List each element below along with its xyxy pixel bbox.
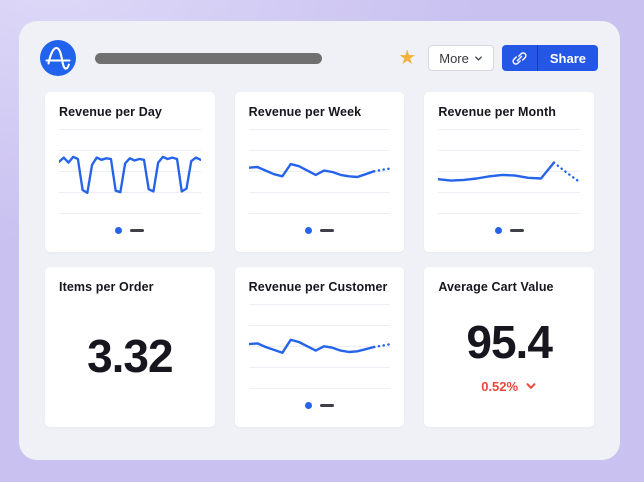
chart-legend bbox=[59, 227, 201, 234]
line-chart bbox=[59, 155, 201, 195]
card-revenue-per-week[interactable]: Revenue per Week bbox=[234, 92, 405, 252]
legend-dash-icon bbox=[130, 229, 145, 232]
card-title: Revenue per Month bbox=[438, 105, 557, 119]
card-revenue-per-day[interactable]: Revenue per Day bbox=[45, 92, 215, 252]
legend-dash-icon bbox=[319, 229, 334, 232]
line-chart-area bbox=[59, 129, 201, 215]
line-chart-area bbox=[438, 129, 580, 215]
line-chart bbox=[438, 161, 580, 184]
chevron-down-icon bbox=[474, 55, 482, 61]
card-revenue-per-month[interactable]: Revenue per Month bbox=[424, 92, 594, 252]
share-button-label: Share bbox=[549, 50, 586, 66]
card-title: Average Cart Value bbox=[438, 280, 554, 294]
card-title: Items per Order bbox=[59, 280, 154, 294]
more-button[interactable]: More bbox=[428, 45, 494, 71]
metric-change-value: 0.52% bbox=[481, 378, 519, 394]
metric-value: 3.32 bbox=[87, 330, 174, 382]
metric-body: 3.32 bbox=[59, 294, 201, 418]
header-actions: ★ More Share bbox=[398, 45, 598, 71]
amplitude-logo[interactable] bbox=[40, 40, 76, 76]
more-button-label: More bbox=[439, 50, 469, 66]
line-chart bbox=[248, 162, 391, 179]
card-items-per-order[interactable]: Items per Order 3.32 bbox=[45, 267, 215, 427]
amplitude-logo-icon bbox=[40, 40, 76, 76]
metric-value: 95.4 bbox=[466, 315, 553, 368]
title-placeholder-bar bbox=[95, 52, 322, 64]
metric-change-dropdown[interactable]: 0.52% bbox=[481, 379, 537, 394]
favorite-star-icon[interactable]: ★ bbox=[398, 47, 417, 69]
metric-body: 95.4 0.52% bbox=[438, 294, 580, 418]
line-chart-area bbox=[248, 304, 391, 390]
copy-link-section[interactable] bbox=[502, 45, 538, 71]
legend-dash-icon bbox=[319, 404, 334, 407]
card-title: Revenue per Week bbox=[248, 105, 362, 119]
chart-legend bbox=[249, 227, 391, 234]
legend-dot-icon bbox=[304, 227, 312, 234]
card-title: Revenue per Day bbox=[59, 105, 162, 119]
dashboard-panel: ★ More Share Revenue per Day bbox=[19, 21, 620, 460]
line-chart-area bbox=[248, 129, 391, 215]
card-average-cart-value[interactable]: Average Cart Value 95.4 0.52% bbox=[424, 267, 594, 427]
chart-legend bbox=[438, 227, 580, 234]
chevron-down-icon bbox=[526, 383, 536, 389]
card-revenue-per-customer[interactable]: Revenue per Customer bbox=[234, 267, 405, 427]
panel-header: ★ More Share bbox=[19, 21, 620, 78]
line-chart bbox=[248, 338, 391, 354]
dashboard-grid: Revenue per Day Revenue per Week Revenue… bbox=[19, 78, 620, 427]
legend-dash-icon bbox=[509, 229, 524, 232]
card-title: Revenue per Customer bbox=[248, 280, 388, 294]
chart-legend bbox=[249, 402, 391, 409]
legend-dot-icon bbox=[494, 227, 502, 234]
share-button[interactable]: Share bbox=[501, 45, 598, 71]
link-icon bbox=[512, 51, 527, 65]
legend-dot-icon bbox=[304, 402, 312, 409]
legend-dot-icon bbox=[115, 227, 123, 234]
